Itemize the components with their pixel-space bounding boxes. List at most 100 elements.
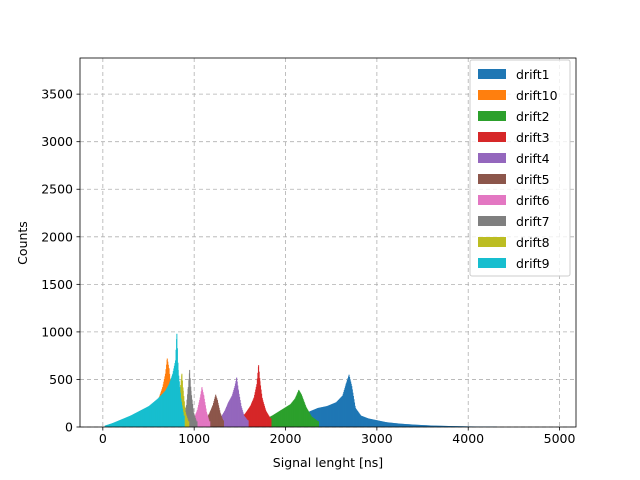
- histogram-bar: [446, 425, 448, 427]
- histogram-bar: [271, 415, 273, 427]
- histogram-bar: [312, 417, 314, 427]
- histogram-bar: [440, 425, 442, 427]
- histogram-bar: [293, 399, 295, 427]
- histogram-bar: [316, 408, 318, 427]
- histogram-bar: [327, 405, 329, 427]
- histogram-bar: [444, 425, 446, 427]
- histogram-bar: [121, 419, 123, 427]
- histogram-bar: [372, 419, 374, 427]
- histogram-bar: [426, 425, 428, 427]
- histogram-bar: [450, 426, 452, 427]
- histogram-bar: [424, 425, 426, 427]
- histogram-bar: [236, 377, 238, 427]
- histogram-bar: [375, 420, 377, 427]
- histogram-bar: [217, 402, 219, 427]
- histogram-bar: [191, 395, 193, 427]
- histogram-bar: [303, 400, 305, 427]
- histogram-bar: [316, 420, 318, 427]
- histogram-bar: [116, 421, 118, 427]
- histogram-bar: [276, 412, 278, 427]
- histogram-bar: [363, 416, 365, 427]
- histogram-bar: [225, 408, 227, 427]
- histogram-bar: [156, 399, 158, 427]
- histogram-bar: [250, 403, 252, 427]
- histogram-bar: [445, 425, 447, 427]
- histogram-bar: [337, 400, 339, 427]
- histogram-bar: [167, 386, 169, 427]
- histogram-bar: [317, 407, 319, 427]
- histogram-bar: [413, 424, 415, 427]
- histogram-bar: [373, 419, 375, 427]
- histogram-bar: [393, 423, 395, 427]
- histogram-bar: [219, 410, 221, 427]
- histogram-bar: [166, 388, 168, 427]
- histogram-bar: [117, 420, 119, 427]
- histogram-bar: [131, 414, 133, 427]
- histogram-bar: [192, 403, 194, 427]
- histogram-bar: [182, 390, 184, 427]
- histogram-bar: [208, 421, 211, 427]
- histogram-bar: [411, 424, 413, 427]
- histogram-bar: [360, 415, 362, 427]
- histogram-bar: [225, 406, 227, 427]
- histogram-bar: [182, 408, 184, 427]
- histogram-bar: [173, 365, 175, 427]
- histogram-bar: [123, 418, 125, 427]
- histogram-bar: [290, 404, 292, 427]
- histogram-bar: [272, 415, 274, 427]
- histogram-bar: [406, 424, 408, 427]
- histogram-bar: [131, 415, 133, 427]
- legend-swatch-drift7: [478, 216, 506, 226]
- histogram-bar: [353, 399, 355, 427]
- histogram-bar: [220, 415, 222, 427]
- legend-swatch-drift1: [478, 69, 506, 79]
- histogram-bar: [346, 381, 348, 427]
- histogram-bar: [209, 411, 211, 427]
- histogram-bar: [151, 403, 153, 427]
- histogram-bar: [199, 399, 201, 427]
- histogram-bar: [292, 400, 294, 427]
- histogram-bar: [275, 413, 277, 427]
- legend-swatch-drift3: [478, 132, 506, 142]
- histogram-bar: [120, 419, 122, 427]
- histogram-bar: [258, 371, 260, 427]
- histogram-bar: [195, 419, 197, 427]
- histogram-bar: [181, 380, 183, 427]
- histogram-bar: [203, 395, 205, 427]
- histogram-bar: [354, 407, 356, 427]
- histogram-bar: [110, 423, 112, 427]
- histogram-bar: [349, 376, 351, 427]
- histogram-bar: [144, 408, 146, 427]
- histogram-bar: [301, 394, 303, 427]
- histogram-bar: [207, 415, 209, 427]
- histogram-bar: [264, 407, 266, 427]
- histogram-bar: [364, 417, 366, 427]
- legend-swatch-drift6: [478, 195, 506, 205]
- histogram-bar: [327, 405, 329, 427]
- histogram-bar: [378, 420, 380, 427]
- histogram-bar: [445, 425, 447, 427]
- histogram-bar: [317, 421, 319, 427]
- histogram-bar: [265, 410, 267, 427]
- histogram-bar: [402, 423, 404, 427]
- histogram-bar: [367, 418, 369, 427]
- histogram-bar: [118, 420, 120, 427]
- histogram-bar: [442, 425, 444, 427]
- histogram-bar: [203, 398, 205, 427]
- histogram-bar: [379, 420, 381, 427]
- histogram-bar: [388, 422, 390, 427]
- histogram-bar: [238, 393, 240, 427]
- histogram-bar: [355, 408, 357, 427]
- histogram-bar: [107, 424, 109, 427]
- histogram-bar: [424, 425, 426, 427]
- histogram-bar: [385, 422, 387, 427]
- histogram-bar: [418, 424, 420, 427]
- histogram-bar: [139, 410, 141, 427]
- histogram-bar: [175, 349, 177, 427]
- histogram-bar: [396, 423, 398, 427]
- histogram-bar: [280, 409, 282, 427]
- histogram-bar: [135, 413, 137, 427]
- histogram-bar: [389, 422, 391, 427]
- x-tick-label: 1000: [178, 431, 210, 446]
- histogram-bar: [321, 407, 323, 427]
